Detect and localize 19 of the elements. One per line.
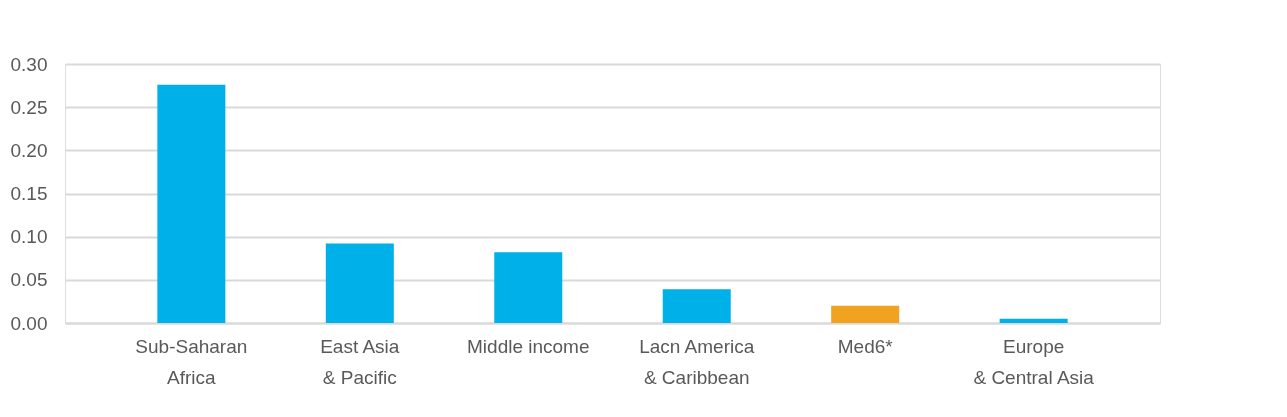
y-tick-label: 0.15 [10, 183, 48, 204]
x-tick-label: Sub-Saharan Africa [135, 335, 248, 388]
x-tick-label: Lacn America & Caribbean [639, 335, 755, 388]
x-tick-label: Med6* [837, 335, 894, 357]
y-tick-label: 0.00 [10, 312, 48, 334]
y-tick-label: 0.20 [10, 139, 48, 161]
y-tick-label: 0.05 [10, 269, 48, 291]
bar [831, 305, 900, 323]
y-tick-label: 0.30 [10, 53, 48, 75]
y-tick-label: 0.10 [10, 226, 48, 248]
bar [662, 289, 731, 323]
y-tick-label: 0.25 [10, 96, 48, 118]
x-tick-label: East Asia & Pacific [320, 335, 400, 388]
bar [999, 318, 1068, 323]
x-tick-label: Middle income [467, 335, 590, 357]
x-tick-label: Europe & Central Asia [973, 335, 1095, 388]
bar [325, 243, 394, 323]
bar [494, 252, 563, 323]
bar [157, 84, 226, 323]
